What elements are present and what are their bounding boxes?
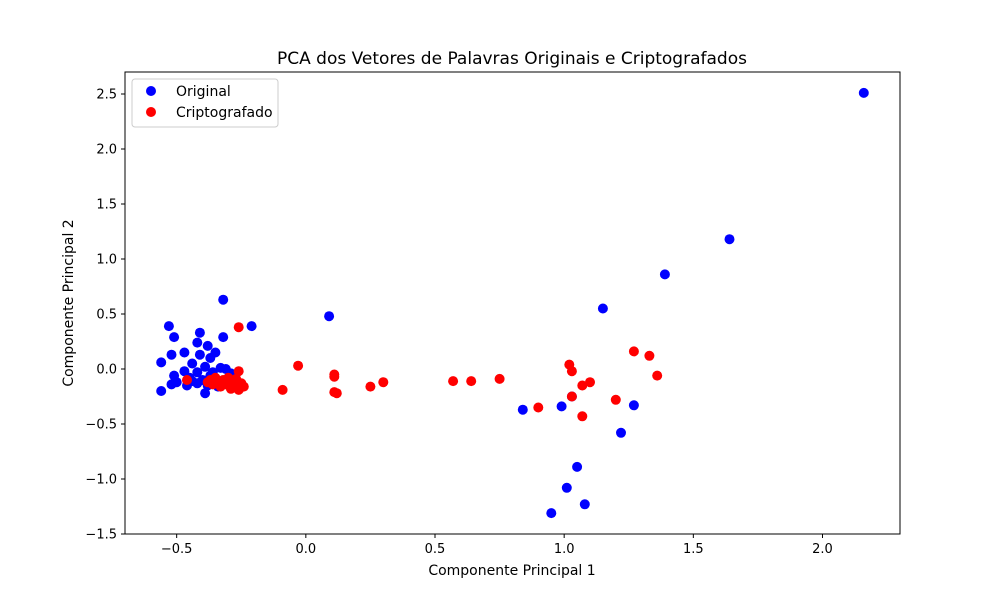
series-criptografado — [182, 322, 663, 422]
data-point — [156, 386, 167, 396]
legend-marker-criptografado — [146, 107, 156, 117]
y-axis-label: Componente Principal 2 — [61, 219, 77, 386]
data-point — [378, 377, 389, 388]
legend-label-criptografado: Criptografado — [176, 105, 273, 121]
data-point — [324, 311, 335, 322]
data-point — [628, 346, 639, 357]
points-layer — [156, 87, 869, 519]
x-axis: −0.5 0.0 0.5 1.0 1.5 2.0 — [161, 534, 833, 557]
data-point — [616, 427, 626, 438]
x-tick-label: 1.0 — [554, 542, 575, 557]
y-tick-label: 0.5 — [96, 308, 117, 323]
data-point — [365, 381, 376, 392]
data-point — [628, 400, 639, 411]
data-point — [579, 499, 590, 510]
data-point — [194, 327, 205, 338]
data-point — [577, 411, 588, 422]
x-tick-label: −0.5 — [161, 542, 193, 557]
data-point — [166, 379, 177, 390]
data-point — [652, 370, 663, 381]
x-axis-label: Componente Principal 1 — [428, 563, 595, 579]
y-tick-label: 1.5 — [96, 198, 117, 213]
data-point — [448, 376, 459, 387]
x-tick-label: 2.0 — [812, 542, 833, 557]
legend-label-original: Original — [176, 84, 231, 100]
data-point — [233, 322, 244, 333]
data-point — [192, 367, 203, 378]
x-tick-label: 1.5 — [683, 542, 704, 557]
data-point — [293, 360, 304, 371]
data-point — [166, 349, 177, 360]
data-point — [644, 350, 655, 361]
data-point — [200, 361, 211, 372]
legend-box — [131, 78, 279, 128]
data-point — [572, 461, 583, 472]
y-tick-label: 2.0 — [96, 143, 117, 158]
data-point — [192, 337, 203, 348]
data-point — [182, 375, 192, 385]
data-point — [218, 332, 229, 343]
data-point — [329, 371, 340, 382]
legend: Original Criptografado — [131, 78, 279, 128]
data-point — [566, 391, 577, 402]
data-point — [187, 358, 198, 369]
x-tick-label: 0.5 — [425, 542, 446, 557]
y-tick-label: −1.0 — [85, 473, 117, 488]
data-point — [194, 349, 205, 360]
data-point — [597, 303, 608, 314]
y-tick-label: 0.0 — [96, 363, 117, 378]
chart-title: PCA dos Vetores de Palavras Originais e … — [277, 49, 747, 69]
plot-frame — [124, 71, 901, 535]
data-point — [156, 357, 167, 368]
x-tick-label: 0.0 — [295, 542, 316, 557]
data-point — [556, 401, 567, 412]
data-point — [566, 366, 577, 377]
data-point — [659, 269, 670, 280]
data-point — [179, 347, 190, 358]
data-point — [246, 321, 257, 332]
y-axis: −1.5 −1.0 −0.5 0.0 0.5 1.0 1.5 2.0 2.5 — [85, 88, 125, 543]
data-point — [585, 377, 595, 388]
data-point — [236, 378, 247, 389]
data-point — [233, 366, 244, 377]
data-point — [200, 388, 211, 399]
data-point — [205, 353, 216, 363]
y-tick-label: 1.0 — [96, 253, 117, 268]
y-tick-label: −0.5 — [85, 418, 117, 433]
data-point — [517, 404, 528, 415]
data-point — [533, 402, 544, 413]
series-original — [156, 87, 869, 519]
legend-marker-original — [146, 86, 156, 96]
data-point — [218, 294, 229, 305]
y-tick-label: 2.5 — [96, 88, 117, 103]
data-point — [546, 508, 557, 519]
data-point — [610, 394, 621, 405]
data-point — [163, 321, 174, 332]
y-tick-label: −1.5 — [85, 528, 117, 543]
data-point — [561, 482, 572, 493]
data-point — [577, 380, 588, 391]
data-point — [494, 373, 505, 384]
data-point — [169, 332, 180, 343]
data-point — [466, 376, 477, 387]
data-point — [202, 377, 213, 388]
data-point — [858, 87, 869, 98]
data-point — [202, 340, 213, 351]
data-point — [331, 388, 342, 399]
data-point — [724, 234, 735, 245]
data-point — [277, 384, 288, 395]
